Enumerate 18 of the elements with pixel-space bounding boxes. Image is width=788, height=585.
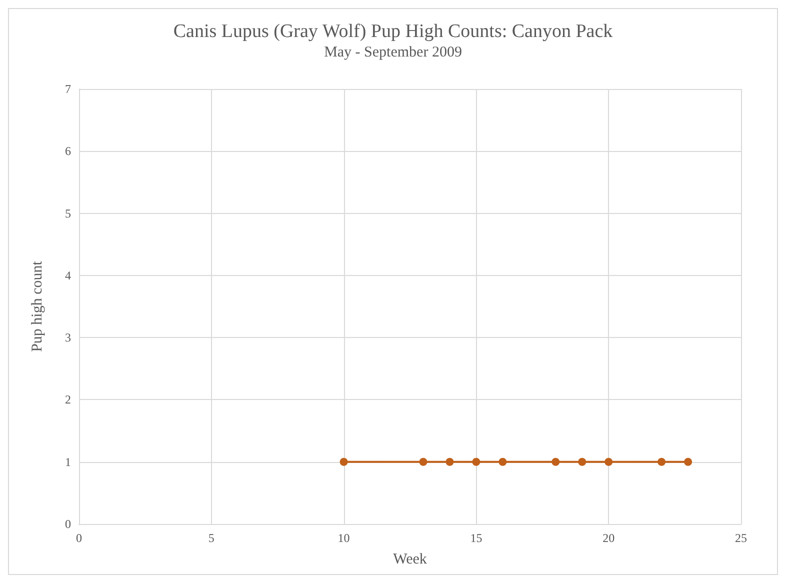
x-tick-label: 15	[470, 531, 482, 545]
x-tick-label: 5	[208, 531, 214, 545]
chart-title: Canis Lupus (Gray Wolf) Pup High Counts: Canyon Pack	[173, 21, 614, 42]
y-tick-label: 0	[65, 517, 71, 531]
chart-subtitle: May - September 2009	[324, 44, 462, 60]
y-tick-label: 2	[65, 392, 71, 407]
x-tick-label: 10	[338, 531, 350, 545]
x-axis-title: Week	[393, 552, 428, 568]
x-tick-label: 20	[602, 531, 615, 545]
y-tick-label: 4	[65, 268, 71, 282]
y-tick-label: 7	[65, 82, 71, 96]
y-axis-title: Pup high count	[30, 260, 46, 352]
y-tick-label: 3	[65, 330, 71, 345]
x-tick-label: 0	[76, 531, 82, 545]
y-tick-label: 1	[65, 454, 71, 469]
y-tick-label: 5	[65, 206, 71, 220]
y-tick-label: 6	[65, 144, 71, 158]
x-tick-label: 25	[735, 531, 747, 545]
